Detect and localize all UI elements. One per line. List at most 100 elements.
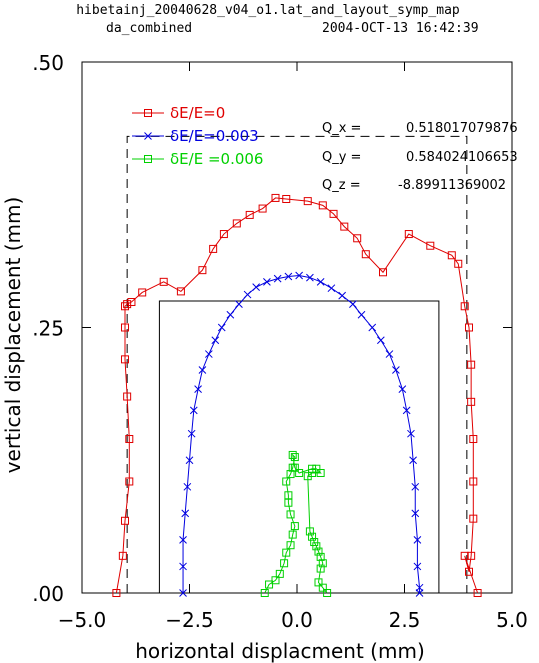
data-point	[349, 300, 357, 308]
tunes-block: Q_x = 0.518017079876 Q_y = 0.58402410665…	[322, 121, 518, 193]
data-point	[392, 366, 400, 374]
data-point	[361, 250, 370, 259]
data-point	[460, 302, 469, 311]
tune-z-value: -8.89911369002	[398, 178, 506, 193]
data-point	[379, 268, 387, 277]
data-point	[217, 323, 226, 332]
data-point	[260, 589, 269, 597]
data-point	[469, 435, 478, 444]
data-point	[288, 450, 297, 459]
x-axis-label: horizontal displacment (mm)	[135, 639, 425, 663]
x-tick-label: 5.0	[496, 608, 528, 632]
data-point	[415, 589, 424, 597]
data-point	[295, 468, 304, 477]
y-tick-label: .50	[32, 51, 64, 75]
data-point	[411, 509, 420, 518]
data-point	[258, 204, 267, 213]
data-point	[284, 491, 293, 500]
y-tick-label: .25	[32, 317, 64, 341]
series-2	[260, 450, 332, 597]
x-tick-label: 2.5	[389, 608, 421, 632]
data-point	[385, 350, 394, 358]
legend-label: δE/E=0.003	[170, 127, 259, 145]
legend-marker	[144, 155, 152, 163]
data-point	[303, 197, 312, 206]
data-point	[398, 385, 407, 393]
data-point	[465, 323, 473, 332]
data-series	[112, 193, 482, 597]
data-point	[271, 193, 280, 202]
data-point	[318, 201, 327, 210]
data-point	[282, 477, 291, 486]
y-axis-label: vertical displacement (mm)	[1, 197, 25, 474]
data-point	[138, 288, 147, 297]
run-name-header: da_combined	[106, 21, 192, 36]
timestamp-header: 2004-OCT-13 16:42:39	[322, 21, 479, 36]
data-point	[368, 323, 377, 332]
data-point	[467, 551, 476, 560]
data-point	[265, 580, 274, 589]
data-point	[263, 277, 271, 286]
data-point	[413, 562, 422, 571]
data-point	[473, 589, 482, 597]
data-point	[282, 548, 291, 557]
data-point	[357, 310, 366, 319]
solid-aperture	[158, 300, 440, 593]
legend: δE/E=0 δE/E=0.003 δE/E =0.006	[132, 104, 263, 168]
data-point	[232, 219, 241, 228]
data-point	[305, 527, 314, 536]
data-point	[226, 310, 235, 319]
plot-frame	[81, 61, 513, 594]
tune-y-label: Q_y =	[322, 150, 361, 165]
data-point	[123, 392, 132, 401]
data-point	[187, 429, 196, 438]
data-point	[376, 336, 385, 345]
data-point	[308, 532, 317, 541]
x-tick-label: −2.5	[165, 608, 214, 632]
data-point	[338, 291, 347, 300]
data-point	[179, 562, 187, 571]
data-point	[318, 583, 327, 592]
data-point	[121, 323, 129, 332]
data-point	[314, 547, 323, 556]
data-point	[198, 266, 207, 275]
data-point	[327, 284, 336, 293]
data-point	[288, 530, 297, 539]
data-point	[179, 589, 187, 597]
data-point	[183, 482, 192, 491]
data-point	[323, 589, 332, 597]
series-line	[182, 274, 421, 593]
data-point	[295, 271, 304, 280]
data-point	[179, 536, 187, 544]
data-point	[286, 510, 295, 519]
file-name-header: hibetainj_20040628_v04_o1.lat_and_layout…	[76, 3, 460, 18]
legend-marker	[144, 132, 152, 140]
data-point	[235, 300, 243, 308]
data-point	[181, 509, 190, 518]
data-point	[290, 453, 299, 462]
data-point	[306, 273, 314, 282]
data-point	[467, 360, 476, 369]
data-point	[469, 514, 478, 523]
legend-label: δE/E =0.006	[170, 150, 263, 168]
data-point	[127, 298, 136, 307]
data-point	[176, 287, 185, 296]
y-axis-ticks: .00 .25 .50	[32, 51, 512, 606]
series-1	[179, 271, 424, 597]
data-point	[219, 230, 228, 239]
data-point	[275, 569, 284, 578]
data-point	[454, 259, 463, 268]
data-point	[316, 552, 325, 561]
data-point	[413, 536, 422, 544]
data-point	[407, 429, 415, 438]
data-point	[209, 244, 218, 253]
data-point	[245, 210, 254, 219]
data-point	[303, 472, 312, 481]
data-point	[426, 241, 435, 250]
data-point	[185, 456, 194, 465]
data-point	[402, 406, 411, 415]
data-point	[409, 456, 417, 465]
data-point	[329, 209, 338, 218]
data-point	[204, 350, 213, 358]
